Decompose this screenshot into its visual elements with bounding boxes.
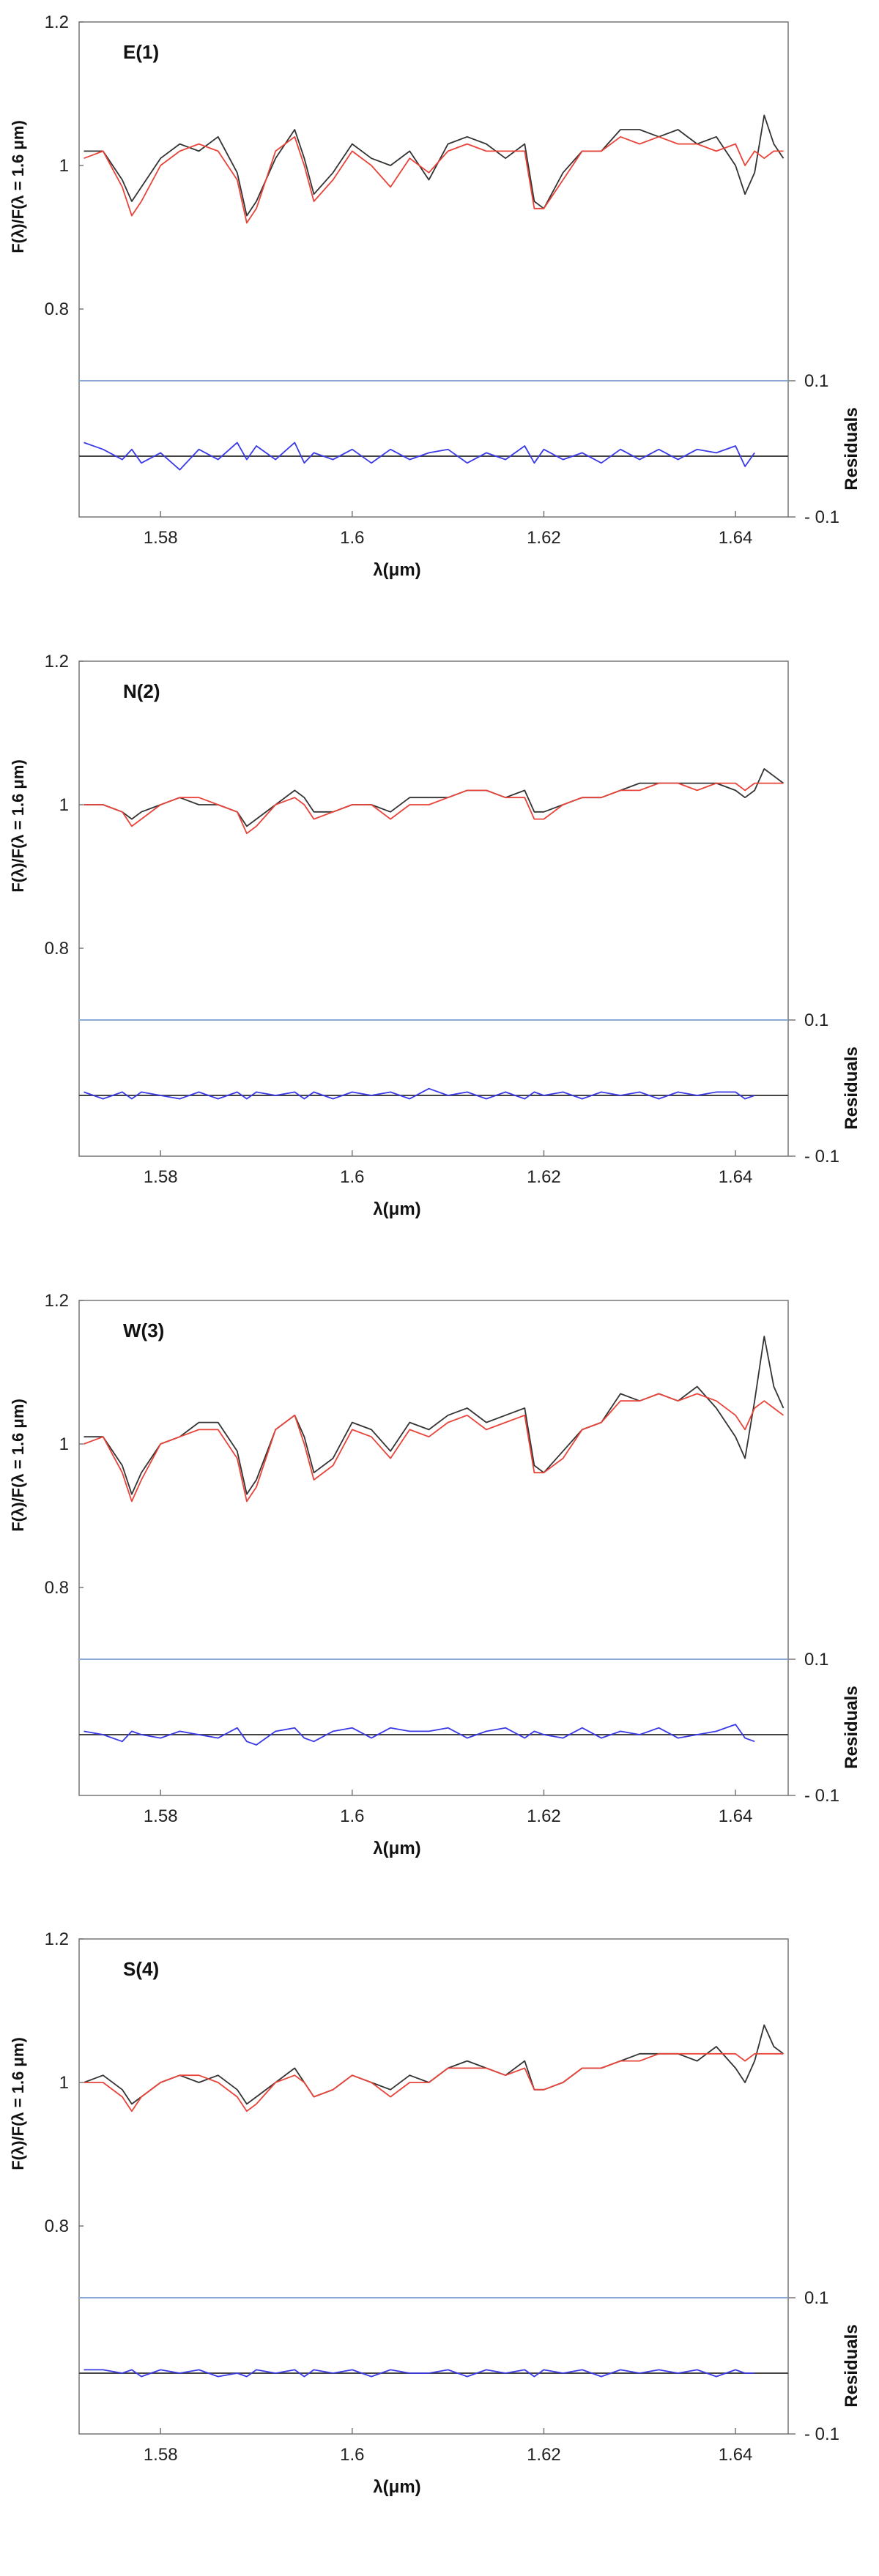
model-series-line	[84, 1392, 785, 1502]
residuals-axis-label: Residuals	[842, 1046, 861, 1129]
spectrum-panel-3: 1.58 1.6 1.62 1.64 1.2 1 0.8 0.1 - 0.1 W(3) λ(μm) F…	[9, 1291, 861, 1858]
plot-frame	[78, 21, 789, 518]
x-tick-label: 1.62	[527, 1806, 561, 1826]
y-tick-label: 1	[59, 795, 69, 815]
residual-tick-label: 0.1	[804, 1010, 828, 1030]
x-tick-label: 1.58	[144, 2445, 178, 2465]
x-tick-label: 1.64	[719, 2445, 753, 2465]
x-axis-label: λ(μm)	[373, 1199, 420, 1219]
y-tick-label: 0.8	[45, 1578, 69, 1598]
plot-frame	[78, 1938, 789, 2435]
observed-series-line	[84, 1335, 785, 1495]
y-tick-label: 1.2	[45, 1929, 69, 1949]
x-tick-label: 1.6	[340, 1806, 364, 1826]
panel-label: W(3)	[123, 1319, 164, 1341]
x-axis-label: λ(μm)	[373, 560, 420, 580]
observed-series-line	[84, 114, 785, 217]
residual-series-line	[84, 1723, 755, 1746]
x-axis-label: λ(μm)	[373, 1839, 420, 1858]
spectrum-panel-4: 1.58 1.6 1.62 1.64 1.2 1 0.8 0.1 - 0.1 S(4) λ(μm) F…	[9, 1929, 861, 2497]
residual-tick-label: - 0.1	[804, 1786, 839, 1806]
spectrum-panel-2: 1.58 1.6 1.62 1.64 1.2 1 0.8 0.1 - 0.1 N(2) λ(μm) F…	[9, 652, 861, 1219]
y-axis-label: F(λ)/F(λ = 1.6 μm)	[9, 120, 27, 253]
y-axis-label: F(λ)/F(λ = 1.6 μm)	[9, 759, 27, 893]
observed-series-line	[84, 2024, 785, 2105]
residual-tick-label: - 0.1	[804, 1147, 839, 1166]
y-tick-label: 1.2	[45, 12, 69, 32]
residual-tick-label: 0.1	[804, 2288, 828, 2308]
x-tick-label: 1.6	[340, 1167, 364, 1187]
residual-tick-label: 0.1	[804, 1650, 828, 1669]
residual-series-line	[84, 2369, 755, 2378]
residual-tick-label: - 0.1	[804, 507, 839, 527]
model-series-line	[84, 135, 784, 224]
x-tick-label: 1.6	[340, 2445, 364, 2465]
y-tick-label: 1	[59, 156, 69, 176]
plot-frame	[78, 660, 789, 1157]
x-tick-label: 1.58	[144, 528, 178, 548]
model-series-line	[84, 2053, 784, 2112]
y-tick-label: 1.2	[45, 652, 69, 671]
residuals-axis-label: Residuals	[842, 2325, 861, 2408]
x-tick-label: 1.64	[719, 1806, 753, 1826]
x-tick-label: 1.6	[340, 528, 364, 548]
y-tick-label: 1	[59, 2073, 69, 2093]
model-series-line	[84, 782, 784, 834]
x-axis-label: λ(μm)	[373, 2477, 420, 2497]
observed-series-line	[84, 767, 785, 827]
spectrum-panel-1: 1.58 1.6 1.62 1.64 1.2 1 0.8 0.1 - 0.1 E(1) λ(μm) F…	[9, 12, 861, 580]
panel-label: E(1)	[123, 41, 159, 63]
x-tick-label: 1.62	[527, 1167, 561, 1187]
plot-frame	[78, 1299, 789, 1796]
residual-tick-label: - 0.1	[804, 2424, 839, 2444]
y-tick-label: 0.8	[45, 939, 69, 958]
y-tick-label: 0.8	[45, 2216, 69, 2236]
residuals-axis-label: Residuals	[842, 407, 861, 490]
x-tick-label: 1.58	[144, 1167, 178, 1187]
residual-tick-label: 0.1	[804, 371, 828, 391]
residuals-axis-label: Residuals	[842, 1686, 861, 1768]
y-tick-label: 0.8	[45, 299, 69, 319]
panel-label: S(4)	[123, 1958, 159, 1980]
x-tick-label: 1.58	[144, 1806, 178, 1826]
x-tick-label: 1.62	[527, 2445, 561, 2465]
y-axis-label: F(λ)/F(λ = 1.6 μm)	[9, 2038, 27, 2171]
x-tick-label: 1.62	[527, 528, 561, 548]
y-axis-label: F(λ)/F(λ = 1.6 μm)	[9, 1399, 27, 1532]
x-tick-label: 1.64	[719, 1167, 753, 1187]
residual-series-line	[84, 1087, 755, 1100]
y-tick-label: 1	[59, 1434, 69, 1454]
x-tick-label: 1.64	[719, 528, 753, 548]
panel-label: N(2)	[123, 680, 160, 702]
y-tick-label: 1.2	[45, 1291, 69, 1311]
residual-series-line	[84, 442, 755, 471]
